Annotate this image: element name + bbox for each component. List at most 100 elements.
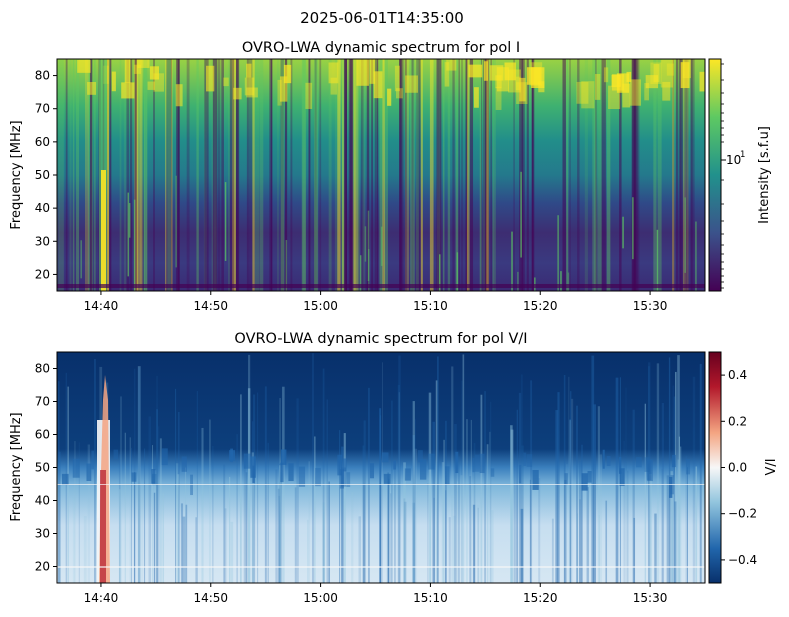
spectrum-vi-edge-patch — [61, 473, 69, 485]
spectrum-vi-streak — [236, 434, 238, 583]
spectrum-vi-streak — [477, 507, 479, 583]
panel-vi-ytick-label: 40 — [35, 494, 50, 508]
panel-i-ylabel: Frequency [MHz] — [9, 120, 24, 229]
spectrum-i-burstlet — [380, 226, 383, 266]
spectrum-i-streak — [438, 59, 442, 291]
spectrum-vi-line — [57, 566, 705, 568]
spectrum-vi-streak — [223, 464, 226, 583]
spectrum-i-streak — [461, 59, 463, 291]
spectrum-vi-streak — [124, 432, 126, 583]
spectrum-i-streak — [246, 59, 249, 291]
spectrum-i-streak — [483, 59, 485, 291]
spectrum-i-burstlet — [622, 216, 624, 249]
spectrum-i-streak — [69, 59, 72, 291]
spectrum-i-bright-patch — [483, 61, 488, 81]
spectrum-i-streak — [577, 59, 580, 291]
spectrum-i-burstlet — [684, 197, 686, 273]
panel-i-ytick-label: 40 — [35, 201, 50, 215]
spectrum-vi-streak — [675, 371, 677, 583]
spectrum-i-streak — [382, 59, 385, 291]
spectrum-vi-edge-patch — [72, 458, 80, 478]
spectrum-vi-streak — [473, 443, 476, 583]
spectrum-vi-edge-patch — [472, 457, 475, 473]
spectrum-i-streak — [228, 59, 230, 291]
spectrum-i-streak — [657, 59, 662, 291]
spectrum-i-streak — [467, 59, 470, 291]
spectrum-i-streak — [469, 59, 474, 291]
spectrum-vi-streak — [72, 497, 75, 583]
spectrum-i-bright-patch — [653, 64, 660, 83]
spectrum-i-bright-patch — [650, 62, 662, 84]
spectrum-vi-streak — [137, 366, 141, 583]
spectrum-vi-streak — [623, 440, 625, 583]
spectrum-vi-streak — [224, 508, 227, 583]
spectrum-vi-edge-patch — [315, 467, 321, 487]
spectrum-i-streak — [672, 59, 675, 291]
spectrum-i-bright-patch — [622, 83, 631, 108]
spectrum-vi-streak — [175, 388, 177, 583]
spectrum-i-burstlet — [175, 175, 177, 268]
spectrum-i-burstlet — [224, 182, 227, 261]
spectrum-i-streak — [217, 59, 221, 291]
spectrum-vi-edge-patch — [369, 463, 375, 479]
spectrum-vi-streak — [398, 392, 400, 583]
spectrum-i-streak — [513, 59, 515, 291]
spectrum-i-streak — [232, 59, 236, 291]
panel-vi-xtick-label: 15:00 — [303, 591, 338, 605]
spectrum-i-bright-patch — [124, 59, 131, 83]
spectrum-i-streak — [632, 59, 635, 291]
spectrum-vi-streak — [513, 453, 515, 583]
spectrum-vi-streak — [480, 394, 483, 583]
spectrum-vi-edge-patch — [428, 453, 435, 470]
spectrum-i-streak — [352, 59, 356, 291]
spectrum-vi-streak — [185, 504, 188, 583]
colorbar-intensity-label: Intensity [s.f.u] — [757, 126, 772, 224]
spectrum-i-streak — [93, 59, 96, 291]
spectrum-vi-streak — [437, 356, 439, 583]
spectrum-vi-streak — [451, 366, 454, 583]
spectrum-i-bright-patch — [77, 59, 91, 73]
spectrum-vi-streak — [427, 483, 429, 583]
spectrum-vi-streak — [591, 355, 595, 583]
spectrum-vi-streak — [358, 516, 361, 583]
spectrum-i-burstlet — [511, 231, 513, 291]
spectrum-i-bright-patch — [277, 79, 282, 106]
spectrum-vi-edge-patch — [381, 452, 389, 463]
spectrum-vi-streak — [460, 475, 463, 583]
spectrum-i-streak — [65, 59, 68, 291]
spectrum-vi-streak — [578, 461, 582, 583]
spectrum-i-streak — [349, 59, 354, 291]
spectrum-i-streak — [411, 59, 414, 291]
spectrum-vi-edge-patch — [417, 450, 423, 463]
spectrum-i-bright-patch — [594, 74, 601, 100]
spectrum-i-streak — [84, 59, 89, 291]
spectrum-i-streak — [143, 59, 148, 291]
spectrum-vi-streak — [184, 467, 187, 583]
spectrum-vi-edge-patch — [532, 469, 539, 490]
spectrum-vi-streak — [472, 504, 476, 583]
spectrum-vi-streak — [380, 415, 382, 583]
spectrum-i-bright-patch — [246, 63, 252, 78]
spectrum-i-streak — [341, 59, 345, 291]
spectrum-vi-streak — [247, 388, 251, 583]
spectrum-i-streak — [303, 59, 305, 291]
spectrum-vi-streak — [445, 420, 447, 583]
spectrum-i-bright-patch — [680, 62, 690, 89]
spectrum-vi-streak — [648, 362, 651, 583]
spectrum-i-streak — [483, 59, 486, 291]
spectrum-i-streak — [404, 59, 407, 291]
spectrum-vi-streak — [677, 459, 680, 583]
spectrum-vi-streak — [243, 456, 246, 583]
spectrum-i-streak — [361, 59, 364, 291]
spectrum-i-streak — [354, 59, 359, 291]
spectrum-i-streak — [598, 59, 602, 291]
spectrum-i-streak — [87, 59, 91, 291]
panel-vi-xtick-label: 15:20 — [523, 591, 558, 605]
spectrum-i-streak — [594, 59, 599, 291]
colorbar-vi-tick-label: 0.0 — [728, 461, 747, 475]
spectrum-vi-streak — [644, 403, 646, 583]
spectrum-vi-streak — [470, 419, 472, 583]
spectrum-vi-streak — [579, 499, 581, 583]
spectrum-i-streak — [153, 59, 155, 291]
